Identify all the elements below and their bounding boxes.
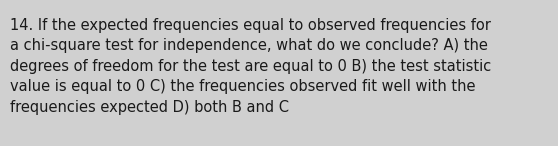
- Text: 14. If the expected frequencies equal to observed frequencies for
a chi-square t: 14. If the expected frequencies equal to…: [10, 18, 491, 115]
